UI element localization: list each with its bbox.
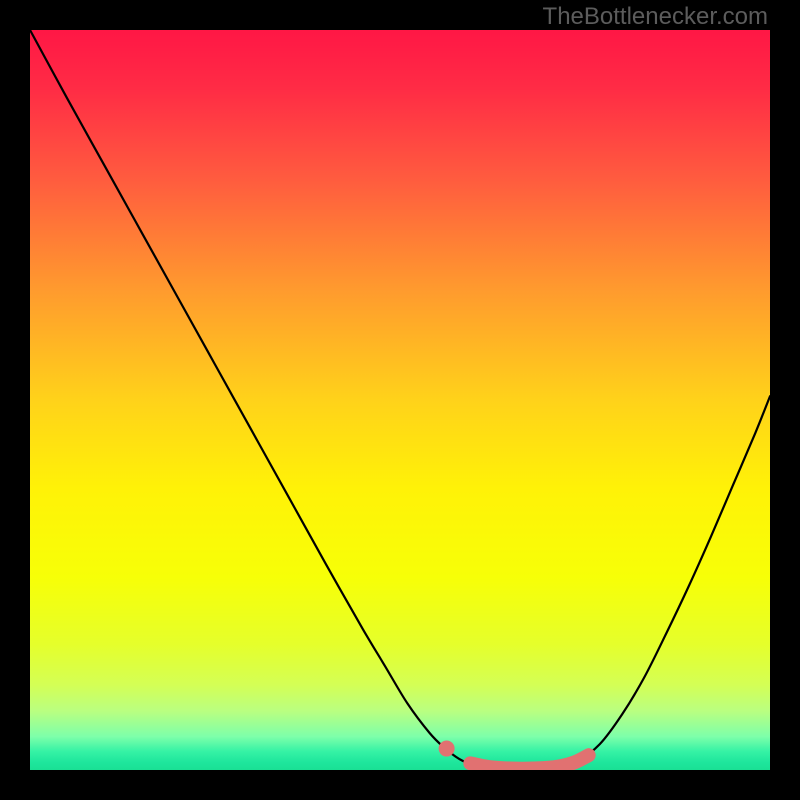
attribution-label: TheBottlenecker.com xyxy=(543,3,768,31)
plot-area xyxy=(30,30,770,770)
optimal-range-start-dot xyxy=(439,741,455,757)
gradient-background xyxy=(30,30,770,770)
chart-svg xyxy=(30,30,770,770)
chart-frame: TheBottlenecker.com xyxy=(0,0,800,800)
